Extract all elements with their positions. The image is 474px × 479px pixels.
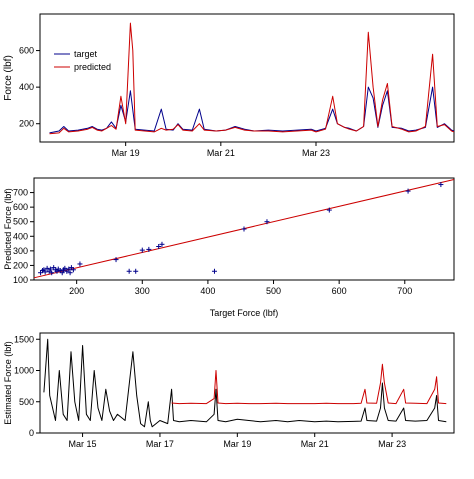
- scatter-point: [326, 207, 332, 213]
- x-tick-label: 400: [200, 286, 215, 296]
- plot-box: [39, 13, 455, 143]
- scatter-point: [42, 269, 48, 275]
- x-tick-label: Mar 15: [69, 439, 97, 449]
- y-tick-label: 600: [13, 202, 28, 212]
- x-tick-label: Mar 17: [146, 439, 174, 449]
- x-tick-label: 200: [69, 286, 84, 296]
- y-tick-label: 500: [13, 217, 28, 227]
- scatter-point: [113, 257, 119, 263]
- panel-force-time: Force (lbf) 200 400 600 Mar 19 Mar 21 Mar 23…: [3, 13, 455, 158]
- scatter-point: [159, 241, 165, 247]
- y-axis-label: Force (lbf): [3, 55, 14, 101]
- scatter-point: [241, 226, 247, 232]
- x-tick-label: Mar 21: [207, 148, 235, 158]
- plot-box: [39, 332, 455, 434]
- scatter-point: [146, 246, 152, 252]
- x-tick-label: 500: [266, 286, 281, 296]
- x-axis-label: Target Force (lbf): [210, 308, 279, 318]
- scatter-point: [438, 182, 444, 188]
- y-axis-label: Estimated Force (lbf): [3, 341, 13, 425]
- y-axis-label: Predicted Force (lbf): [3, 188, 13, 270]
- x-ticks: 200 300 400 500 600 700: [69, 280, 412, 296]
- series-line-predicted: [49, 22, 455, 135]
- y-tick-label: 500: [19, 397, 34, 407]
- scatter-point: [62, 265, 68, 271]
- y-ticks: 200 400 600: [19, 46, 40, 129]
- plot-box: [33, 177, 455, 281]
- x-tick-label: Mar 19: [223, 439, 251, 449]
- x-tick-label: Mar 19: [112, 148, 140, 158]
- y-tick-label: 1500: [14, 334, 34, 344]
- series-line-series-1: [43, 338, 447, 428]
- scatter-point: [70, 267, 76, 273]
- scatter-point: [139, 247, 145, 253]
- y-tick-label: 200: [13, 260, 28, 270]
- y-ticks: 100 200 300 400 500 600 700: [13, 188, 34, 285]
- scatter-point: [47, 266, 53, 272]
- panel-scatter: Predicted Force (lbf) Target Force (lbf)…: [3, 177, 455, 318]
- x-ticks: Mar 19 Mar 21 Mar 23: [112, 142, 330, 158]
- panel-estimated-force: Estimated Force (lbf) 0 500 1000 1500 Mar 1…: [3, 332, 455, 449]
- x-ticks: Mar 15 Mar 17 Mar 19 Mar 21 Mar 23: [69, 433, 406, 449]
- x-tick-label: Mar 21: [301, 439, 329, 449]
- x-tick-label: 600: [332, 286, 347, 296]
- x-tick-label: Mar 23: [378, 439, 406, 449]
- y-tick-label: 700: [13, 188, 28, 198]
- scatter-points: [38, 182, 444, 276]
- scatter-point: [264, 219, 270, 225]
- scatter-point: [59, 270, 65, 276]
- y-tick-label: 100: [13, 275, 28, 285]
- scatter-point: [77, 261, 83, 267]
- scatter-point: [133, 268, 139, 274]
- x-tick-label: 300: [135, 286, 150, 296]
- x-tick-label: 700: [397, 286, 412, 296]
- y-tick-label: 400: [19, 82, 34, 92]
- legend-label-target: target: [74, 49, 98, 59]
- legend: target predicted: [54, 49, 111, 72]
- scatter-point: [49, 270, 55, 276]
- x-tick-label: Mar 23: [302, 148, 330, 158]
- y-tick-label: 1000: [14, 366, 34, 376]
- scatter-point: [405, 188, 411, 194]
- y-tick-label: 0: [29, 428, 34, 438]
- series-lines: [43, 338, 447, 428]
- y-tick-label: 200: [19, 119, 34, 129]
- scatter-point: [66, 266, 72, 272]
- scatter-point: [156, 243, 162, 249]
- legend-label-predicted: predicted: [74, 62, 111, 72]
- series-lines: [49, 22, 455, 135]
- y-tick-label: 300: [13, 246, 28, 256]
- scatter-point: [126, 268, 132, 274]
- y-tick-label: 400: [13, 231, 28, 241]
- y-tick-label: 600: [19, 46, 34, 56]
- y-ticks: 0 500 1000 1500: [14, 334, 40, 438]
- scatter-point: [211, 268, 217, 274]
- series-line-series-2: [171, 363, 447, 405]
- scatter-point: [44, 265, 50, 271]
- scatter-point: [67, 270, 73, 276]
